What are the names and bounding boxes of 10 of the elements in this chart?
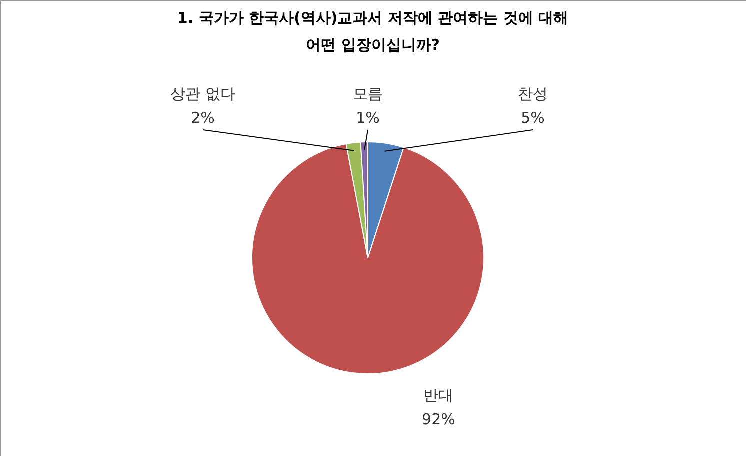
- slice-label: 모름: [353, 85, 383, 103]
- data-label: 1%: [356, 109, 380, 127]
- data-label: 5%: [521, 109, 545, 127]
- slice-label: 상관 없다: [170, 85, 236, 103]
- data-label: 2%: [191, 109, 215, 127]
- data-label: 92%: [422, 410, 456, 429]
- slice-label: 반대: [424, 386, 454, 405]
- pie-slice: [252, 144, 484, 374]
- chart-title: 1. 국가가 한국사(역사)교과서 저작에 관여하는 것에 대해 어떤 입장이십니까?: [177, 9, 569, 54]
- slice-label: 찬성: [518, 85, 548, 103]
